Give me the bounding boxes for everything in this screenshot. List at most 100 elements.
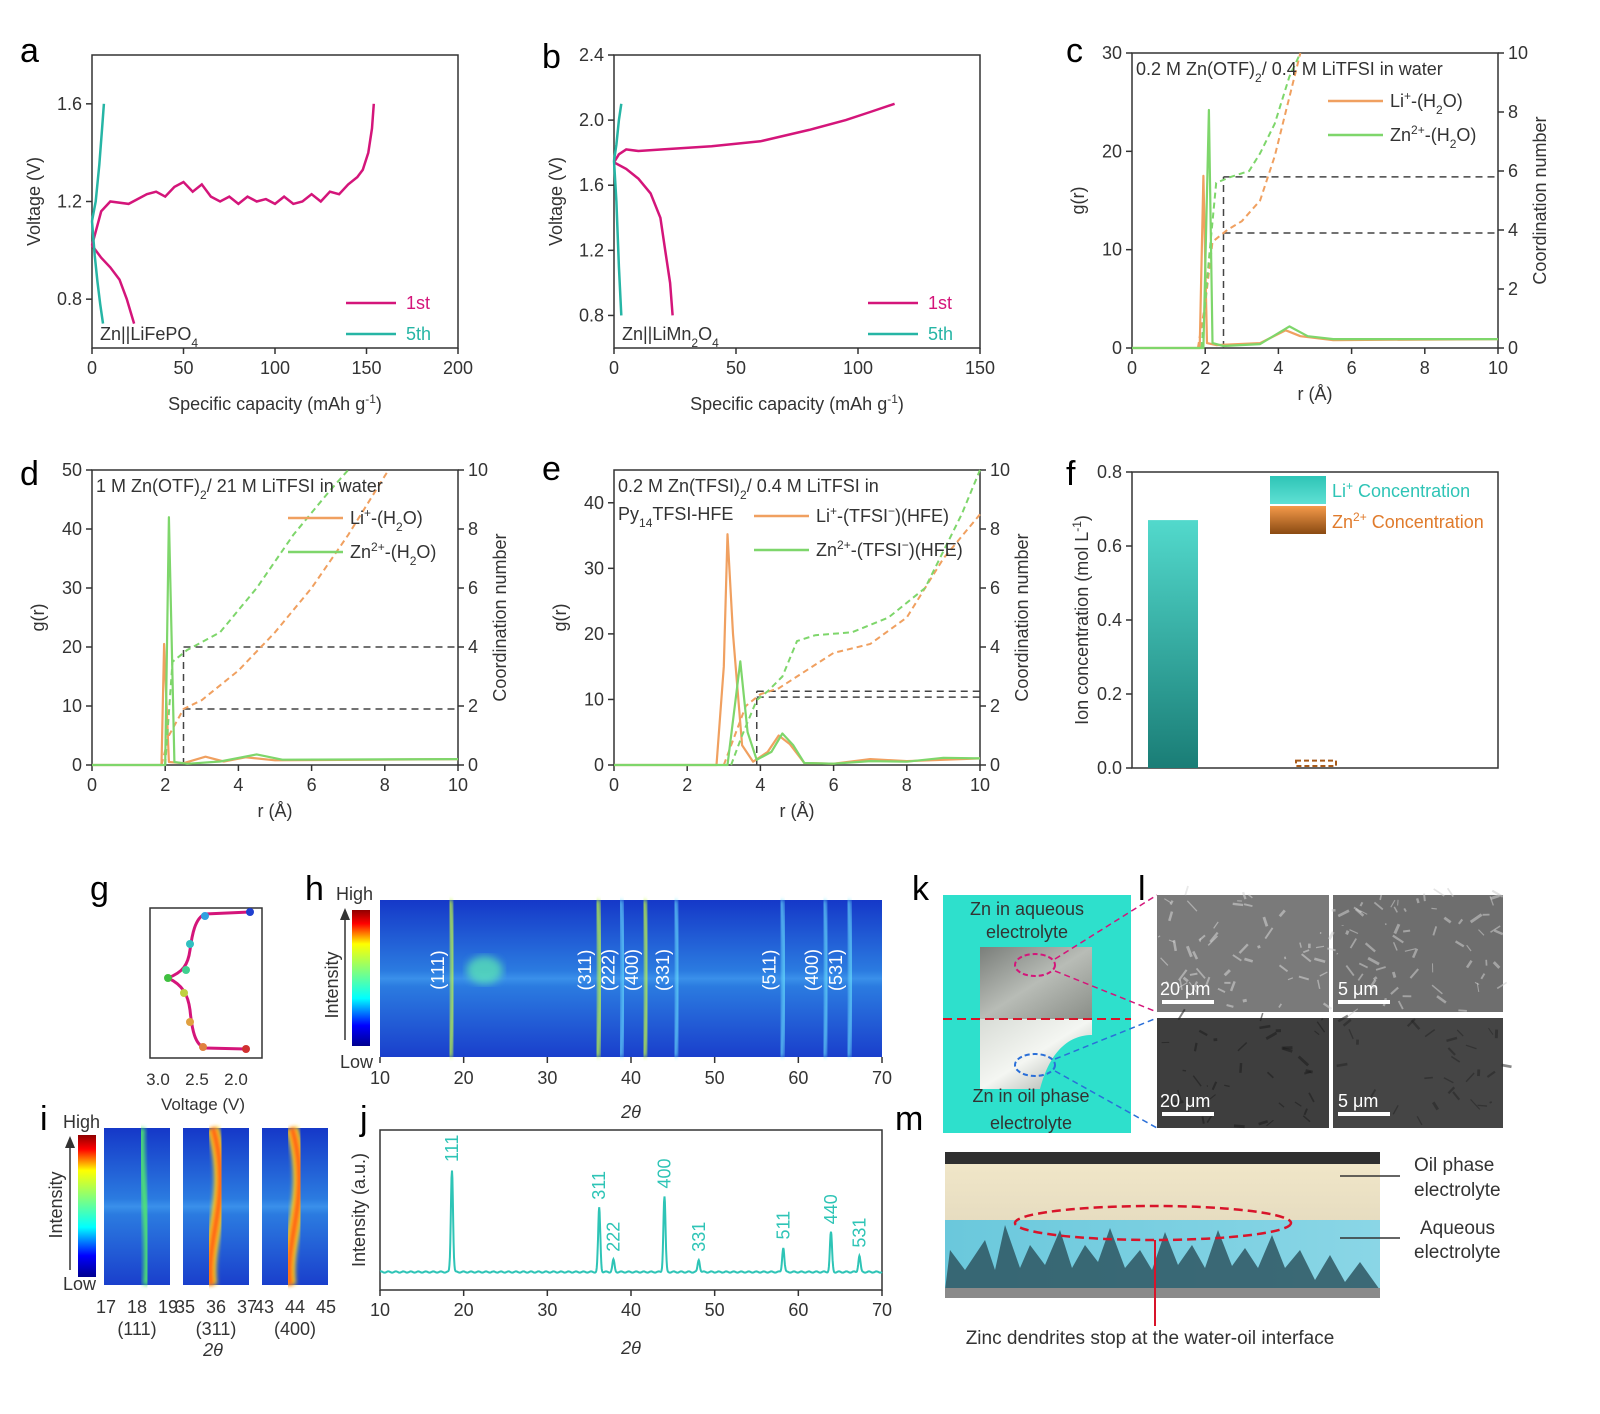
- panel-c-annotation-part: / 0.4 M LiTFSI in water: [1262, 59, 1443, 79]
- sem-texture-stroke: [1207, 935, 1219, 946]
- panel-f-ylabel-part: Ion concentration (mol L: [1072, 532, 1092, 725]
- panel-b-xlabel-part: ): [898, 394, 904, 414]
- sem-texture-stroke: [1490, 925, 1501, 933]
- panel-a-1st-discharge-line: [90, 244, 136, 324]
- scale-bar-label: 20 μm: [1160, 979, 1210, 999]
- panel-k-bottom-circle: [1014, 1053, 1056, 1077]
- panel-c-xtick-label: 10: [1488, 358, 1508, 378]
- panel-e-frame: [613, 469, 981, 766]
- sem-texture-stroke: [1491, 889, 1504, 898]
- panel-i-tick-label: 43: [254, 1297, 274, 1317]
- sem-texture-stroke: [1364, 942, 1376, 953]
- sem-texture-stroke: [1192, 1075, 1202, 1087]
- panel-f-ytick-label: 0.0: [1097, 758, 1122, 778]
- panel-e-legend-label: Li+-(TFSI−)(HFE): [816, 504, 949, 526]
- panel-i-map-core: [207, 1127, 223, 1286]
- panel-a-legend-label: 1st: [406, 293, 430, 313]
- scale-bar: [1162, 1112, 1214, 1116]
- panel-d-legend-label-part: 2+: [371, 540, 385, 554]
- sem-texture-stroke: [1390, 899, 1396, 908]
- sem-texture-stroke: [1314, 1030, 1320, 1036]
- sem-texture-stroke: [1160, 957, 1169, 966]
- sem-texture-stroke: [1349, 929, 1359, 935]
- panel-a-xlabel-part: ): [376, 394, 382, 414]
- panel-d-ytick-label: 20: [62, 637, 82, 657]
- panel-a-xlabel-part: -1: [365, 392, 376, 406]
- panel-e-legend-label-part: -: [837, 506, 843, 526]
- panel-a-annotation-part: Zn||: [100, 324, 130, 344]
- panel-d-ylabel-right: Coordination number: [490, 533, 510, 701]
- panel-j-peak-label: 400: [654, 1158, 674, 1188]
- sem-texture-stroke: [1458, 1009, 1467, 1012]
- panel-m-dendrites: [945, 1225, 1380, 1290]
- panel-d-xtick-label: 0: [87, 775, 97, 795]
- panel-f-legend-label: Zn2+ Concentration: [1332, 510, 1484, 532]
- panel-a-xtick-label: 0: [87, 358, 97, 378]
- panel-e-annotation-part: 0.2 M: [618, 476, 668, 496]
- panel-j-peak-label: 531: [849, 1218, 869, 1248]
- sem-texture-stroke: [1433, 888, 1445, 897]
- panel-g-xlabel: Voltage (V): [161, 1095, 245, 1114]
- panel-c-legend-label-part: Li: [1390, 91, 1404, 111]
- panel-k-top-label-2: electrolyte: [986, 922, 1068, 942]
- sem-texture-stroke: [1486, 1070, 1496, 1078]
- panel-d-legend-label-part: +: [364, 506, 371, 520]
- panel-d-ylabel: g(r): [28, 604, 48, 632]
- panel-b-xlabel-part: Specific capacity (mAh g: [690, 394, 887, 414]
- panel-d-xtick-label: 4: [233, 775, 243, 795]
- sem-texture-stroke: [1375, 966, 1386, 971]
- sem-texture-stroke: [1465, 960, 1473, 969]
- sem-texture-stroke: [1431, 1101, 1439, 1111]
- panel-i-map-core: [286, 1127, 302, 1286]
- panel-d-legend-label-part: Li: [350, 508, 364, 528]
- panel-g-state-dot: [186, 1018, 194, 1026]
- sem-texture-stroke: [1424, 1029, 1436, 1038]
- panel-j-spectrum: [379, 1170, 883, 1274]
- panel-letter-k: k: [912, 870, 930, 908]
- sem-texture-stroke: [1480, 973, 1486, 980]
- panel-letter-b: b: [542, 38, 561, 76]
- sem-texture-stroke: [1297, 1055, 1310, 1067]
- panel-d-legend-label-part: 2: [396, 520, 403, 534]
- scale-bar-label: 5 μm: [1338, 1091, 1378, 1111]
- sem-texture-stroke: [1283, 956, 1287, 960]
- panel-g-state-dot: [246, 908, 254, 916]
- panel-a-xtick-label: 100: [260, 358, 290, 378]
- panel-j-peak-label: 511: [773, 1211, 793, 1240]
- sem-texture-stroke: [1431, 907, 1437, 910]
- panel-k-top-label: Zn in aqueous: [970, 899, 1084, 919]
- sem-texture-stroke: [1229, 981, 1236, 992]
- sem-texture-stroke: [1211, 1081, 1218, 1091]
- panel-b-ytick-label: 0.8: [579, 305, 604, 325]
- panel-c-ytick-label: 30: [1102, 43, 1122, 63]
- sem-texture-stroke: [1164, 898, 1172, 904]
- panel-a-5th-discharge-line: [90, 220, 105, 324]
- panel-d-xtick-label: 10: [448, 775, 468, 795]
- panel-c-cn-line: [1200, 52, 1302, 349]
- panel-j-xtick-label: 60: [788, 1300, 808, 1320]
- panel-b-annotation-part: 4: [712, 336, 719, 350]
- panel-h-peak-label: (511): [759, 950, 779, 991]
- sem-texture-stroke: [1370, 979, 1377, 987]
- panel-k-bottom-label-2: electrolyte: [990, 1113, 1072, 1133]
- sem-texture-stroke: [1317, 979, 1321, 990]
- panel-e-legend-label-part: (TFSI: [857, 540, 902, 560]
- panel-k-link: [1054, 1017, 1158, 1060]
- panel-c-legend-label-part: O): [1456, 125, 1476, 145]
- sem-image-bottom-right: [1333, 1018, 1503, 1128]
- panel-h-xtick-label: 30: [537, 1068, 557, 1088]
- panel-e-ylabel-right: Coordination number: [1012, 533, 1032, 701]
- panel-h-peak-label: (531): [826, 949, 846, 991]
- panel-h-peak-line: [447, 899, 456, 1058]
- sem-texture-stroke: [1496, 981, 1508, 990]
- panel-d-legend-label-part: Zn: [350, 542, 371, 562]
- panel-letter-m: m: [895, 1100, 923, 1138]
- panel-d-legend-label-part: O): [416, 542, 436, 562]
- panel-d-annotation-part: Zn(OTF): [131, 476, 200, 496]
- sem-texture-stroke: [1393, 923, 1401, 935]
- panel-c-ylabel: g(r): [1068, 187, 1088, 215]
- panel-b-legend-label: 1st: [928, 293, 952, 313]
- sem-image-top-left: [1157, 895, 1329, 1012]
- sem-texture-stroke: [1432, 926, 1438, 936]
